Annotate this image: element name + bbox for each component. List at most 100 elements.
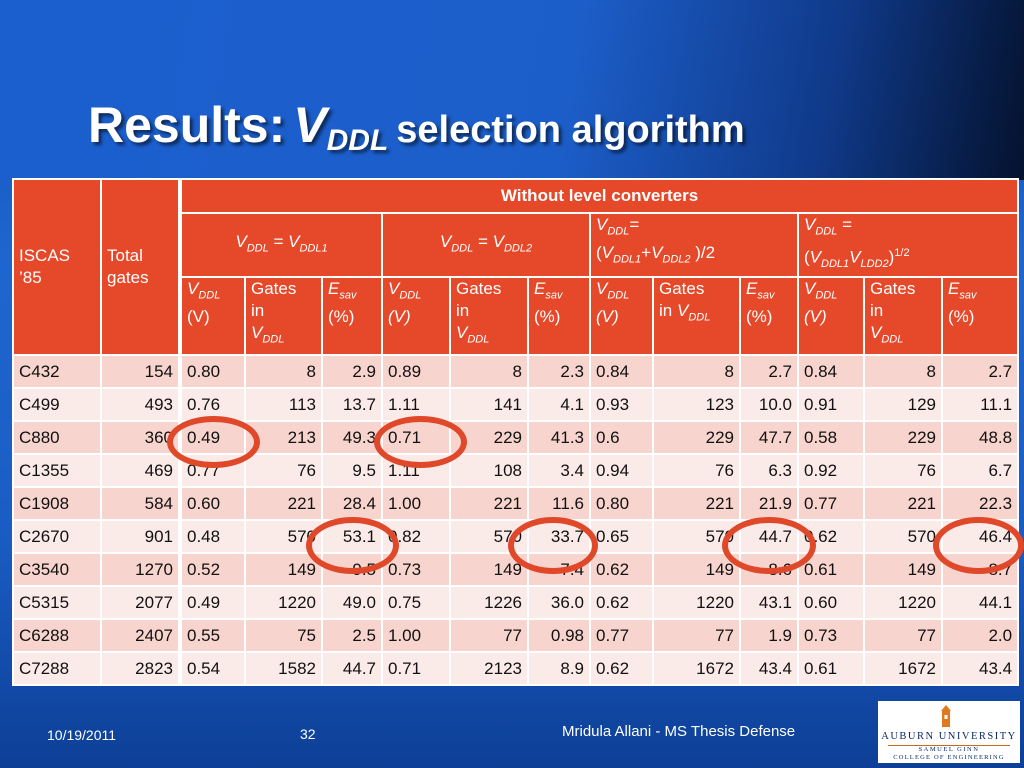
table-cell: 0.54 [179, 651, 246, 686]
table-cell: 0.84 [589, 354, 654, 389]
table-cell: 0.6 [589, 420, 654, 455]
table-cell: 0.62 [589, 651, 654, 686]
table-cell: 44.1 [940, 585, 1020, 620]
sub-gates-header: Gates in VDDL [449, 276, 529, 356]
table-cell: 0.62 [589, 585, 654, 620]
table-cell: 108 [449, 453, 529, 488]
table-cell: 570 [863, 519, 943, 554]
table-cell: 11.6 [527, 486, 591, 521]
sub-gates-vsub: DDL [881, 333, 904, 346]
table-cell: 43.1 [739, 585, 799, 620]
sub-esub: sav [339, 289, 357, 302]
sub-vsub: DDL [815, 289, 838, 302]
footer-date: 10/19/2011 [47, 727, 117, 743]
table-cell: 0.71 [381, 651, 451, 686]
col-iscas-header: ISCAS ’85 [12, 178, 102, 356]
sub-e: E [534, 279, 546, 298]
g3-v2sub: DDL2 [662, 253, 691, 266]
table-cell: 36.0 [527, 585, 591, 620]
table-cell: 2123 [449, 651, 529, 686]
table-cell: 0.60 [797, 585, 865, 620]
table-cell: C6288 [12, 618, 102, 653]
logo-university: AUBURN UNIVERSITY [881, 731, 1017, 742]
sub-gates-l1: Gates [456, 279, 502, 298]
group-header-without-converters: Without level converters [178, 178, 1020, 214]
auburn-logo: AUBURN UNIVERSITY SAMUEL GINN COLLEGE OF… [878, 701, 1020, 763]
table-cell: 123 [652, 387, 741, 422]
table-cell: 2077 [100, 585, 182, 620]
iscas-year: ’85 [19, 268, 42, 287]
g3-eq: = [629, 215, 640, 234]
table-cell: 0.52 [179, 552, 246, 587]
table-cell: 221 [652, 486, 741, 521]
g4-v2sub: LDD2 [860, 258, 889, 271]
table-cell: C499 [12, 387, 102, 422]
g1-eq: = [268, 231, 289, 251]
table-cell: 141 [449, 387, 529, 422]
table-cell: 0.61 [797, 552, 865, 587]
highlight-circle-c880-vddl1 [167, 416, 260, 468]
table-cell: C1355 [12, 453, 102, 488]
title-band [0, 0, 1024, 180]
footer-author: Mridula Allani - MS Thesis Defense [562, 723, 796, 740]
table-cell: 0.48 [179, 519, 246, 554]
highlight-circle-c2670-esav3 [722, 517, 816, 574]
g3-v1sub: DDL1 [613, 253, 642, 266]
table-cell: C1908 [12, 486, 102, 521]
sub-eunit: (%) [948, 307, 975, 327]
g4-eq: = [837, 215, 853, 234]
g3-plus: + [641, 243, 652, 263]
table-cell: 75 [244, 618, 323, 653]
table-cell: 1.11 [381, 387, 451, 422]
table-cell: 3.4 [527, 453, 591, 488]
g4-v1sub: DDL1 [821, 258, 850, 271]
table-cell: 129 [863, 387, 943, 422]
g2-v2sub: DDL2 [503, 242, 533, 255]
table-row: C432 154 0.80 8 2.9 0.89 8 2.3 0.84 8 2.7 0.84 8 2.7 [12, 354, 1020, 389]
table-cell: 49.0 [321, 585, 383, 620]
title-var-letter: V [293, 97, 327, 153]
table-cell: 6.3 [739, 453, 799, 488]
g4-vsub: DDL [815, 225, 838, 238]
g2-v: V [439, 231, 452, 251]
table-cell: 1220 [652, 585, 741, 620]
iscas-label: ISCAS [19, 246, 71, 265]
table-cell: 22.3 [940, 486, 1020, 521]
table-cell: 8 [244, 354, 323, 389]
highlight-circle-c2670-esav4 [933, 517, 1024, 574]
table-cell: 0.98 [527, 618, 591, 653]
g1-v: V [235, 231, 247, 251]
table-row: C6288 2407 0.55 75 2.5 1.00 77 0.98 0.77 77 1.9 0.7… [12, 618, 1020, 653]
sub-eunit: (%) [746, 307, 773, 327]
table-cell: 21.9 [739, 486, 799, 521]
g2-vsub: DDL [451, 242, 474, 255]
table-cell: 13.7 [321, 387, 383, 422]
g4-v2: V [849, 248, 861, 268]
table-cell: C2670 [12, 519, 102, 554]
table-cell: 6.7 [940, 453, 1020, 488]
table-cell: 901 [100, 519, 182, 554]
sub-vunit: (V) [388, 307, 411, 327]
table-cell: 2.3 [527, 354, 591, 389]
sub-gates-l2: in [251, 301, 265, 320]
sub-vddl-header: VDDL (V) [179, 276, 246, 356]
table-cell: 0.73 [797, 618, 865, 653]
table-cell: 154 [100, 354, 182, 389]
table-cell: 1.00 [381, 618, 451, 653]
title-main: Results: [88, 97, 286, 153]
table-cell: 1582 [244, 651, 323, 686]
sub-vsub: DDL [399, 289, 422, 302]
sub-gates-l2: in [456, 301, 470, 320]
sub-gates-v: V [676, 301, 689, 320]
footer-page-number: 32 [300, 726, 316, 742]
g3-v2: V [651, 243, 663, 263]
sub-vsub: DDL [607, 289, 630, 302]
logo-divider [888, 745, 1010, 746]
table-cell: 8 [449, 354, 529, 389]
sub-esav-header: Esav (%) [527, 276, 591, 356]
sub-eunit: (%) [328, 307, 355, 327]
g4-close: ) [888, 248, 895, 268]
table-cell: 44.7 [321, 651, 383, 686]
sub-v: V [804, 279, 816, 298]
g3-v: V [596, 215, 608, 234]
